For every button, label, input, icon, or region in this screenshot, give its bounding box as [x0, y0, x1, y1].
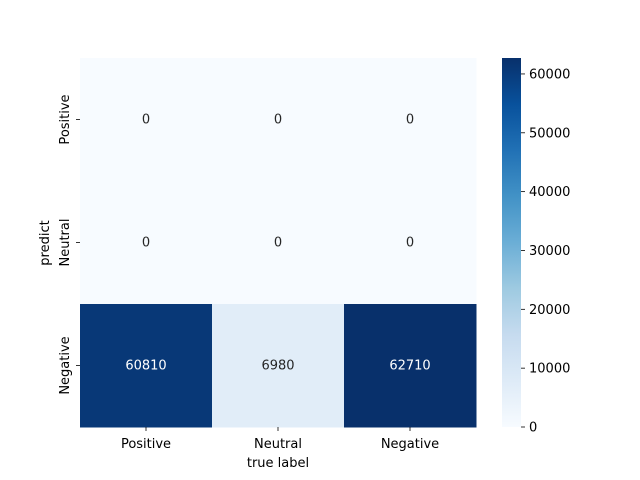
- colorbar-tick-label: 20000: [529, 303, 570, 318]
- heatmap-cell-0-1: [212, 58, 345, 182]
- y-tick-label: Neutral: [58, 219, 73, 267]
- cell-value-1-0: 0: [142, 236, 150, 251]
- colorbar-tick-label: 40000: [529, 185, 570, 200]
- cell-value-2-2: 62710: [389, 359, 430, 374]
- heatmap-cell-1-1: [212, 181, 345, 305]
- heatmap-cell-2-2: [344, 304, 477, 428]
- heatmap-cells: [80, 58, 477, 428]
- colorbar-tick-label: 0: [529, 421, 537, 436]
- x-axis-label: true label: [247, 456, 309, 471]
- colorbar-tick-label: 10000: [529, 362, 570, 377]
- cell-value-1-2: 0: [406, 236, 414, 251]
- y-tick-label: Negative: [58, 336, 73, 394]
- y-axis-label: predict: [38, 220, 53, 265]
- heatmap-cell-2-1: [212, 304, 345, 428]
- colorbar-ticks: 0 10000 20000 30000 40000 50000 60000: [521, 67, 570, 436]
- y-axis-ticks: Positive Neutral Negative: [58, 94, 80, 395]
- x-axis-ticks: Positive Neutral Negative: [121, 427, 439, 452]
- x-tick-label: Neutral: [254, 437, 302, 452]
- cell-value-0-1: 0: [274, 113, 282, 128]
- cell-value-0-0: 0: [142, 113, 150, 128]
- colorbar: [502, 58, 521, 427]
- colorbar-tick-label: 60000: [529, 67, 570, 82]
- heatmap-cell-2-0: [80, 304, 213, 428]
- x-tick-label: Positive: [121, 437, 171, 452]
- y-tick-label: Positive: [58, 94, 73, 144]
- cell-value-1-1: 0: [274, 236, 282, 251]
- cell-value-2-0: 60810: [125, 359, 166, 374]
- cell-value-2-1: 6980: [261, 359, 294, 374]
- heatmap-cell-0-0: [80, 58, 213, 182]
- heatmap-cell-1-0: [80, 181, 213, 305]
- cell-annotations: 0 0 0 0 0 0 60810 6980 62710: [125, 113, 430, 374]
- heatmap-cell-1-2: [344, 181, 477, 305]
- heatmap-cell-0-2: [344, 58, 477, 182]
- colorbar-tick-label: 30000: [529, 244, 570, 259]
- colorbar-tick-label: 50000: [529, 126, 570, 141]
- cell-value-0-2: 0: [406, 113, 414, 128]
- x-tick-label: Negative: [381, 437, 439, 452]
